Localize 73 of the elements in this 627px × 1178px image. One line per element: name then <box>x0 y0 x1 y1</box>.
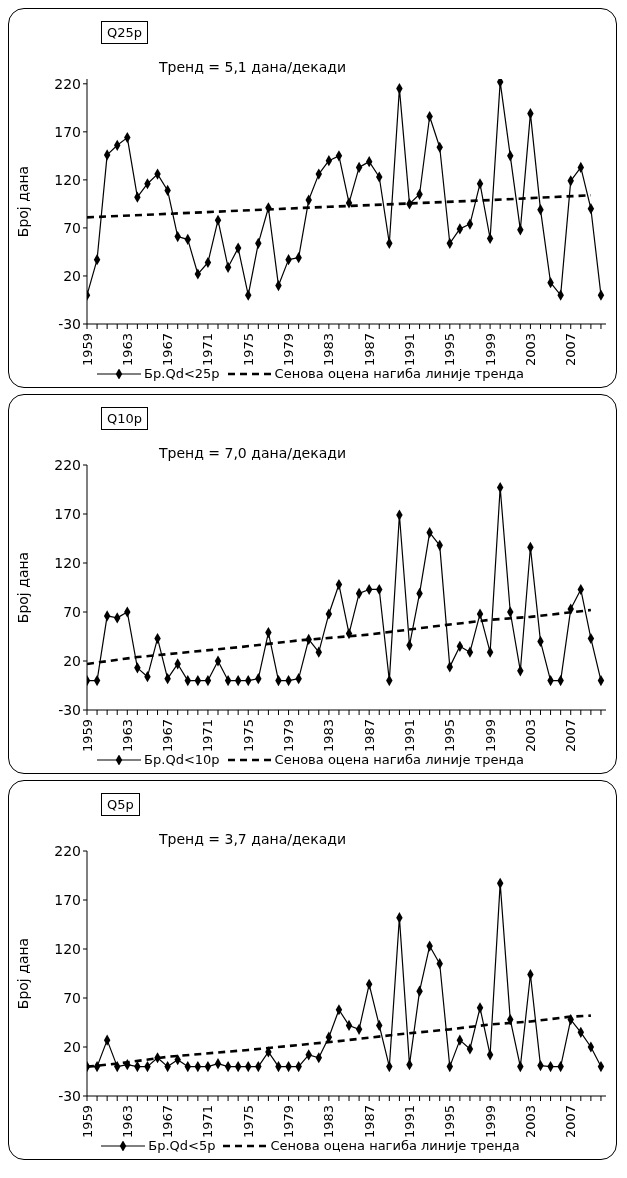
x-tick-label: 1963 <box>119 719 135 753</box>
x-tick-label: 1983 <box>321 719 337 753</box>
text: Тренд = 5,1 дана/декади <box>159 59 347 75</box>
x-tick-label: 1999 <box>482 719 498 753</box>
x-tick-label: 2003 <box>522 1105 538 1139</box>
x-tick-label: 1967 <box>160 719 176 753</box>
y-tick-label: 70 <box>63 603 81 620</box>
x-tick-label: 1995 <box>442 719 458 753</box>
legend-label: Бр.Qd<10p <box>144 752 220 767</box>
y-tick-label: 170 <box>54 505 81 522</box>
x-tick-label: 1979 <box>281 333 297 367</box>
y-tick-label: 220 <box>54 75 81 92</box>
x-tick-label: 1995 <box>442 333 458 367</box>
x-tick-label: 1967 <box>160 333 176 367</box>
x-tick-label: 1971 <box>200 333 216 367</box>
x-tick-label: 1967 <box>160 1105 176 1139</box>
chart-title: Q10p <box>101 407 149 430</box>
y-tick-label: -30 <box>58 701 81 718</box>
y-axis-title: Број дана <box>14 551 31 624</box>
y-tick-label: 120 <box>54 171 81 188</box>
x-tick-label: 1959 <box>79 333 95 367</box>
y-tick-label: 20 <box>63 267 81 284</box>
point <box>496 79 504 88</box>
x-tick-label: 1959 <box>79 1105 95 1139</box>
x-tick-label: 1983 <box>321 333 337 367</box>
chart-title: Q5p <box>101 793 140 816</box>
text: Тренд = 3,7 дана/декади <box>159 831 347 847</box>
x-tick-label: 1971 <box>200 719 216 753</box>
y-tick-label: 120 <box>54 554 81 571</box>
x-tick-label: 1975 <box>240 1105 256 1139</box>
x-tick-label: 1975 <box>240 333 256 367</box>
y-tick-label: 170 <box>54 123 81 140</box>
x-tick-label: 1963 <box>119 333 135 367</box>
y-axis-title: Број дана <box>14 937 31 1010</box>
y-axis-title: Број дана <box>14 165 31 238</box>
x-tick-label: 1987 <box>361 333 377 367</box>
text: Тренд = 7,0 дана/декади <box>159 445 347 461</box>
y-tick-label: 70 <box>63 989 81 1006</box>
y-tick-label: 70 <box>63 219 81 236</box>
x-tick-label: 1959 <box>79 719 95 753</box>
legend-label: Сенова оцена нагиба линије тренда <box>274 752 524 767</box>
x-tick-label: 2007 <box>563 1105 579 1139</box>
y-tick-label: 20 <box>63 1038 81 1055</box>
x-tick-label: 1991 <box>401 1105 417 1139</box>
chart-title: Q25p <box>101 21 149 44</box>
x-tick-label: 1979 <box>281 1105 297 1139</box>
y-tick-label: 170 <box>54 891 81 908</box>
x-tick-label: 1995 <box>442 1105 458 1139</box>
x-tick-label: 1979 <box>281 719 297 753</box>
x-tick-label: 2007 <box>563 719 579 753</box>
x-tick-label: 1991 <box>401 719 417 753</box>
y-tick-label: 120 <box>54 940 81 957</box>
x-tick-label: 2007 <box>563 333 579 367</box>
y-tick-label: 20 <box>63 652 81 669</box>
x-tick-label: 2003 <box>522 719 538 753</box>
x-tick-label: 2003 <box>522 333 538 367</box>
y-tick-label: 220 <box>54 456 81 473</box>
x-tick-label: 1991 <box>401 333 417 367</box>
legend-label: Сенова оцена нагиба линије тренда <box>270 1138 520 1153</box>
legend-label: Бр.Qd<5p <box>148 1138 216 1153</box>
y-tick-label: -30 <box>58 315 81 332</box>
y-tick-label: -30 <box>58 1087 81 1104</box>
x-tick-label: 1999 <box>482 333 498 367</box>
x-tick-label: 1999 <box>482 1105 498 1139</box>
x-tick-label: 1975 <box>240 719 256 753</box>
y-tick-label: 220 <box>54 842 81 859</box>
legend-label: Сенова оцена нагиба линије тренда <box>274 366 524 381</box>
x-tick-label: 1983 <box>321 1105 337 1139</box>
x-tick-label: 1963 <box>119 1105 135 1139</box>
x-tick-label: 1987 <box>361 719 377 753</box>
legend-label: Бр.Qd<25p <box>144 366 220 381</box>
x-tick-label: 1987 <box>361 1105 377 1139</box>
x-tick-label: 1971 <box>200 1105 216 1139</box>
